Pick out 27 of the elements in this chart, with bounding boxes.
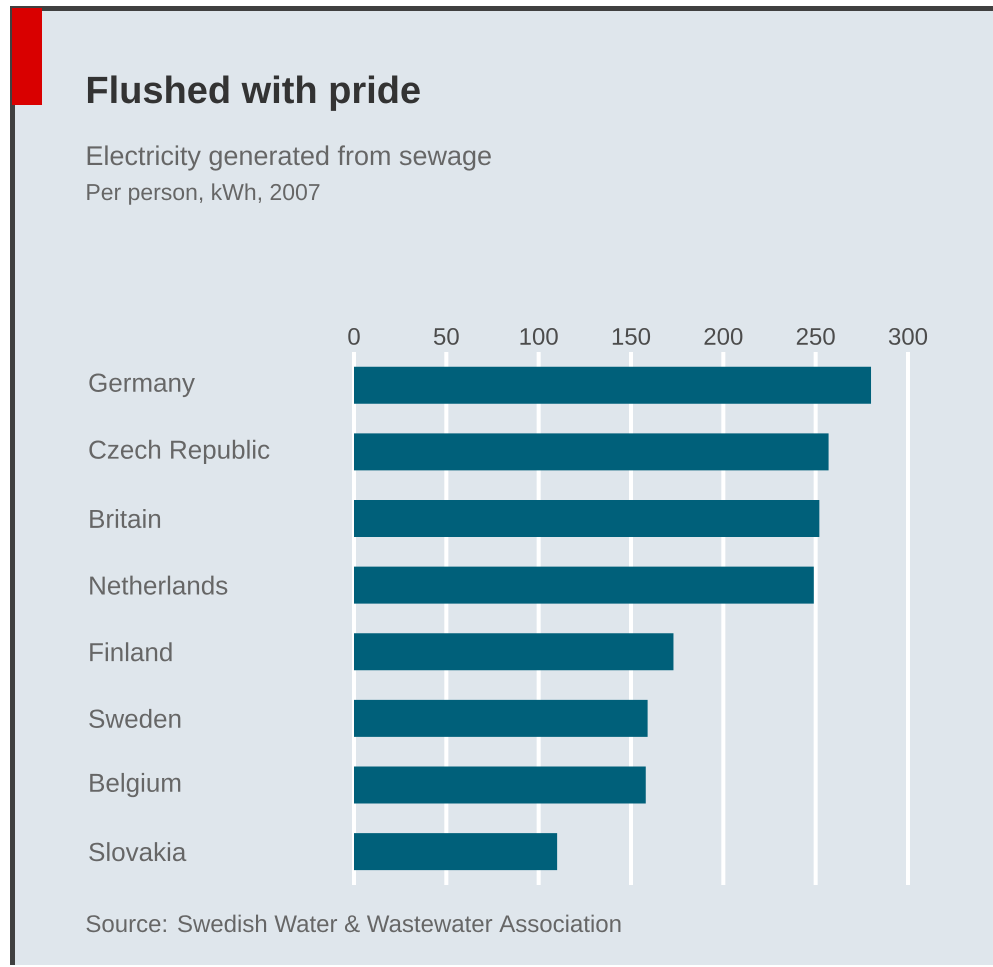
chart-subtitle: Electricity generated from sewage [88, 145, 491, 171]
y-tick-label: Slovakia [89, 842, 186, 862]
x-tick-label: 50 [434, 328, 459, 345]
x-tick-label: 0 [348, 328, 360, 345]
x-tick-label: 200 [704, 328, 742, 345]
bar [354, 633, 674, 670]
text: Per person, kWh, 2007 [87, 183, 320, 205]
x-tick-label: 100 [520, 328, 558, 345]
x-tick-label: 250 [796, 328, 835, 345]
bar [354, 766, 646, 804]
y-tick-label: Belgium [90, 772, 180, 798]
bar [354, 500, 820, 538]
y-tick-label: Sweden [89, 708, 180, 728]
x-tick-label: 300 [888, 328, 928, 345]
bar [354, 566, 814, 604]
bar [354, 700, 648, 737]
y-tick-label: Czech Republic [89, 440, 270, 464]
bar [354, 366, 872, 404]
chart-title: Flushed with pride [88, 75, 420, 111]
y-tick-label: Netherlands [90, 576, 228, 595]
bar [354, 433, 829, 470]
y-tick-label: Finland [90, 642, 172, 662]
bar [354, 833, 558, 870]
x-tick-label: 150 [612, 328, 650, 345]
y-tick-label: Britain [90, 509, 160, 528]
source-note: Source: Swedish Water & Wastewater Association [86, 914, 620, 932]
y-tick-label: Germany [89, 374, 195, 398]
